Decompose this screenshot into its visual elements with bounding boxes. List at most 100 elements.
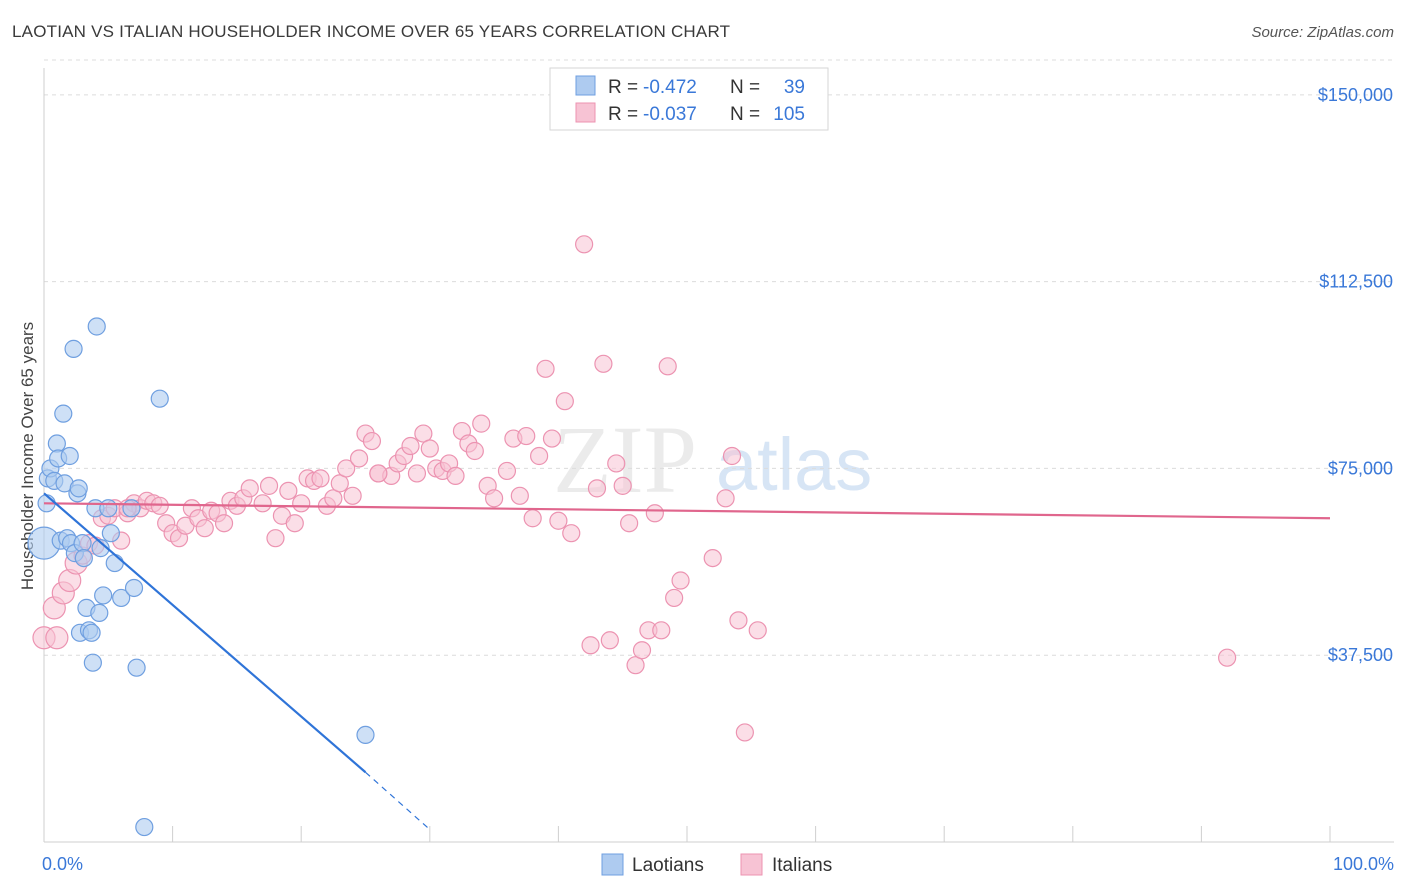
italian-point [465, 441, 484, 461]
italian-point [536, 359, 555, 378]
bottom-legend-swatch-italians [740, 853, 763, 876]
laotian-trend-extension [365, 771, 431, 830]
italian-point [407, 464, 427, 483]
italian-point [748, 621, 767, 640]
laotian-point [64, 339, 83, 358]
italian-point [1218, 648, 1237, 667]
y-tick-label: $112,500 [1319, 272, 1393, 292]
italian-point [523, 509, 542, 528]
italian-point [240, 479, 259, 498]
italian-point [485, 489, 504, 508]
laotian-trend-line [43, 492, 367, 774]
legend-r-label-2: R = [608, 104, 638, 125]
italian-point [594, 354, 613, 373]
laotian-point [94, 586, 113, 605]
legend-n-label-1: N = [730, 77, 760, 98]
italian-point [259, 476, 279, 495]
italian-point [735, 723, 754, 742]
watermark-atlas: atlas [716, 423, 872, 506]
legend-swatch-laotian [575, 75, 596, 96]
y-tick-label: $75,000 [1328, 458, 1393, 478]
italian-point [343, 486, 362, 505]
italian-point [575, 235, 594, 254]
italian-point [722, 446, 742, 466]
italian-point [446, 466, 465, 486]
y-tick-label: $37,500 [1328, 645, 1393, 665]
laotian-point [60, 446, 79, 466]
italian-point [671, 571, 690, 590]
chart-title: LAOTIAN VS ITALIAN HOUSEHOLDER INCOME OV… [12, 22, 731, 41]
y-tick-label: $150,000 [1318, 85, 1393, 105]
bottom-legend-label-laotians: Laotians [632, 855, 704, 876]
laotian-point [127, 658, 146, 677]
italian-point [253, 494, 272, 513]
laotian-point [101, 524, 120, 543]
axes [43, 68, 1394, 843]
y-tick-labels: $37,500 $75,000 $112,500 $150,000 [1318, 85, 1393, 665]
italian-point [292, 494, 311, 513]
italian-point [311, 469, 330, 488]
laotian-point [356, 725, 375, 745]
italian-point [369, 464, 388, 483]
watermark-zip: ZIP [553, 406, 697, 513]
italian-point [632, 641, 652, 660]
italian-point [414, 424, 433, 443]
italian-point [285, 514, 304, 533]
laotian-point [54, 404, 73, 423]
laotian-point [82, 623, 101, 642]
italian-point [652, 621, 671, 640]
italian-point [562, 524, 581, 543]
trend-lines [43, 492, 1331, 830]
x-tick-marks [43, 826, 1331, 842]
laotian-point [124, 578, 144, 598]
legend-r-value-1: -0.472 [643, 77, 697, 98]
italian-point [401, 436, 420, 456]
correlation-legend: R = -0.472 N = 39 R = -0.037 N = 105 [549, 67, 829, 131]
italian-point [703, 548, 722, 568]
italian-point [214, 514, 234, 533]
italian-point [266, 529, 285, 548]
italian-point [510, 486, 529, 505]
italian-point [362, 431, 382, 451]
italian-point [581, 636, 600, 655]
legend-r-label-1: R = [608, 77, 638, 98]
italian-point [716, 489, 735, 508]
italian-point [600, 631, 619, 650]
legend-n-value-2: 105 [773, 104, 805, 125]
laotian-point [112, 588, 131, 608]
italian-point [472, 414, 491, 433]
laotian-point [69, 479, 88, 498]
legend-frame [549, 67, 829, 131]
italian-point [337, 459, 356, 478]
chart-source: Source: ZipAtlas.com [1251, 24, 1394, 41]
laotian-point [87, 317, 106, 336]
italian-point [626, 656, 645, 675]
laotian-point [150, 389, 169, 408]
italian-point [729, 611, 748, 630]
legend-r-value-2: -0.037 [643, 104, 697, 125]
italian-point [279, 481, 298, 500]
series-legend: Laotians Italians [601, 853, 832, 876]
italian-point [45, 626, 69, 650]
italian-point [349, 449, 369, 468]
italian-point [607, 454, 626, 473]
grid-lines [44, 59, 1394, 656]
legend-swatch-italian [575, 102, 596, 123]
y-axis-label: Householder Income Over 65 years [18, 322, 37, 590]
italian-point [542, 429, 562, 448]
legend-n-label-2: N = [730, 104, 760, 125]
italian-point [645, 504, 664, 523]
laotian-series [27, 317, 375, 837]
italian-point [517, 426, 536, 446]
laotian-point [122, 499, 141, 518]
laotian-point [99, 499, 118, 518]
italian-point [549, 511, 568, 530]
italian-point [497, 461, 517, 481]
x-tick-label-min: 0.0% [42, 854, 83, 874]
italian-point [420, 439, 439, 458]
laotian-point [135, 817, 154, 837]
legend-n-value-1: 39 [784, 77, 805, 98]
italian-point [530, 446, 549, 466]
bottom-legend-swatch-laotians [601, 853, 624, 876]
